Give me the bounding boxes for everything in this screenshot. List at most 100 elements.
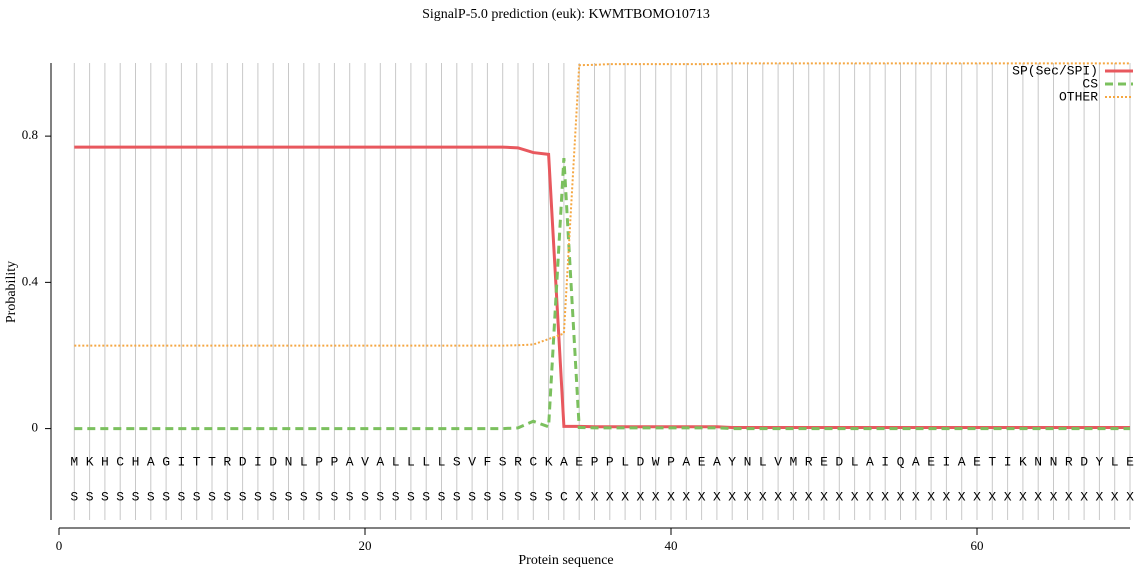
residue: N: [1034, 454, 1042, 469]
residue: D: [1080, 454, 1088, 469]
residue-label: X: [866, 489, 874, 504]
residue: A: [713, 454, 721, 469]
residue-label: X: [1019, 489, 1027, 504]
residue-label: X: [912, 489, 920, 504]
residue: E: [575, 454, 583, 469]
residue-label: S: [514, 489, 522, 504]
residue-label: S: [545, 489, 553, 504]
residue: L: [759, 454, 767, 469]
y-axis-label: Probability: [4, 261, 19, 323]
y-tick-label: 0: [32, 420, 39, 435]
residue: A: [912, 454, 920, 469]
residue-label: S: [193, 489, 201, 504]
residue-label: S: [315, 489, 323, 504]
residue: T: [193, 454, 201, 469]
residue: I: [881, 454, 889, 469]
residue-label: X: [988, 489, 996, 504]
residue-label: X: [575, 489, 583, 504]
residue: M: [789, 454, 797, 469]
residue: V: [468, 454, 476, 469]
residue-label: S: [254, 489, 262, 504]
residue-label: S: [239, 489, 247, 504]
residue: L: [621, 454, 629, 469]
residue-label: X: [897, 489, 905, 504]
residue: K: [86, 454, 94, 469]
residue: Q: [897, 454, 905, 469]
residue: T: [208, 454, 216, 469]
residue-label: S: [361, 489, 369, 504]
residue: W: [652, 454, 660, 469]
residue-label: S: [101, 489, 109, 504]
residue-label: X: [621, 489, 629, 504]
residue: A: [866, 454, 874, 469]
residue: A: [682, 454, 690, 469]
residue: S: [453, 454, 461, 469]
residue: N: [1050, 454, 1058, 469]
residue: Y: [1095, 454, 1103, 469]
residue: P: [315, 454, 323, 469]
residue: P: [591, 454, 599, 469]
residue: L: [392, 454, 400, 469]
chart-title: SignalP-5.0 prediction (euk): KWMTBOMO10…: [422, 7, 710, 22]
residue: A: [346, 454, 354, 469]
residue: G: [162, 454, 170, 469]
residue: D: [835, 454, 843, 469]
legend-label: CS: [1082, 76, 1098, 91]
x-tick-label: 20: [359, 538, 372, 553]
x-tick-label: 0: [56, 538, 63, 553]
residue: M: [70, 454, 78, 469]
residue: Y: [728, 454, 736, 469]
residue: P: [330, 454, 338, 469]
residue-label: X: [835, 489, 843, 504]
y-tick-label: 0.4: [22, 273, 39, 288]
residue-label: X: [881, 489, 889, 504]
residue-label: X: [973, 489, 981, 504]
residue-label: X: [1126, 489, 1134, 504]
residue: L: [407, 454, 415, 469]
residue-label: X: [927, 489, 935, 504]
legend-label: SP(Sec/SPI): [1012, 63, 1098, 78]
residue: E: [820, 454, 828, 469]
residue: S: [499, 454, 507, 469]
residue-label: S: [438, 489, 446, 504]
residue: H: [132, 454, 140, 469]
residue-label: S: [330, 489, 338, 504]
residue: L: [1111, 454, 1119, 469]
residue: E: [927, 454, 935, 469]
residue-label: X: [667, 489, 675, 504]
residue: V: [361, 454, 369, 469]
residue-label: X: [713, 489, 721, 504]
residue-label: S: [269, 489, 277, 504]
residue-label: X: [1111, 489, 1119, 504]
residue: L: [422, 454, 430, 469]
residue: P: [606, 454, 614, 469]
residue-label: X: [682, 489, 690, 504]
residue: I: [942, 454, 950, 469]
residue: A: [560, 454, 568, 469]
residue-label: S: [208, 489, 216, 504]
residue-label: X: [820, 489, 828, 504]
residue-label: S: [499, 489, 507, 504]
residue-label: S: [132, 489, 140, 504]
residue-label: X: [942, 489, 950, 504]
residue-label: S: [116, 489, 124, 504]
residue-label: S: [346, 489, 354, 504]
residue: A: [376, 454, 384, 469]
residue: E: [973, 454, 981, 469]
residue: T: [988, 454, 996, 469]
residue-label: S: [285, 489, 293, 504]
residue: A: [147, 454, 155, 469]
residue: I: [177, 454, 185, 469]
residue: D: [636, 454, 644, 469]
residue-label: S: [177, 489, 185, 504]
residue: R: [1065, 454, 1073, 469]
residue: R: [514, 454, 522, 469]
series-line: [74, 157, 1130, 431]
residue-label: X: [636, 489, 644, 504]
residue: E: [698, 454, 706, 469]
residue: L: [851, 454, 859, 469]
residue-label: S: [392, 489, 400, 504]
residue: K: [545, 454, 553, 469]
residue: I: [254, 454, 262, 469]
